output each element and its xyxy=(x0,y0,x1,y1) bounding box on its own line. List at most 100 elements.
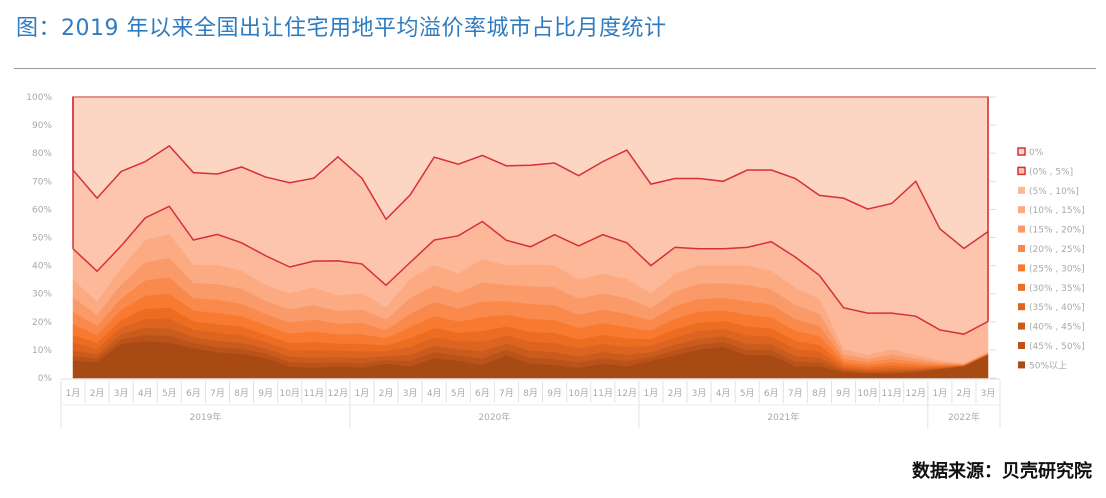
legend: 0% (0% , 5%] (5% , 10%] (10% , 15%] (15% , 2… xyxy=(1017,147,1085,371)
y-axis: 0% 10% 20% 30% 40% 50% 60% 70% 80% 90% 100% xyxy=(26,93,996,384)
legend-swatch xyxy=(1018,225,1025,233)
x-tick-label: 6月 xyxy=(764,388,779,399)
x-tick-label: 7月 xyxy=(788,388,803,399)
legend-item: (10% , 15%] xyxy=(1018,206,1085,216)
x-tick-label: 12月 xyxy=(906,388,926,399)
y-tick-label: 30% xyxy=(32,290,52,300)
x-tick-label: 9月 xyxy=(547,388,562,399)
legend-item: (30% , 35%] xyxy=(1018,283,1085,294)
y-tick-label: 80% xyxy=(32,149,52,159)
x-tick-label: 10月 xyxy=(568,388,588,399)
area-12 xyxy=(72,341,989,379)
x-axis: 1月 2月 3月 4月 5月 6月 7月 8月 9月 10月 11月 12月 1月 2月 3月 4月 5月 6月 7… xyxy=(60,378,1001,428)
year-label: 2019年 xyxy=(189,411,221,423)
legend-label: (40% , 45%] xyxy=(1029,323,1085,333)
legend-label: (20% , 25%] xyxy=(1029,245,1085,255)
chart-title: 图：2019 年以来全国出让住宅用地平均溢价率城市占比月度统计 xyxy=(16,16,667,41)
line-0-5 xyxy=(72,144,989,250)
legend-swatch xyxy=(1018,186,1025,194)
legend-swatch xyxy=(1018,206,1025,214)
x-tick-label: 10月 xyxy=(279,388,299,399)
legend-label: (35% , 40%] xyxy=(1029,303,1085,313)
x-tick-label: 1月 xyxy=(644,388,659,399)
x-tick-label: 9月 xyxy=(836,388,851,399)
legend-label: (10% , 15%] xyxy=(1029,206,1085,216)
x-tick-label: 5月 xyxy=(740,388,755,399)
legend-label: (0% , 5%] xyxy=(1029,167,1073,177)
x-tick-label: 8月 xyxy=(812,388,827,399)
x-tick-label: 8月 xyxy=(523,388,538,399)
x-tick-label: 7月 xyxy=(210,388,225,399)
x-tick-label: 5月 xyxy=(451,388,466,399)
x-tick-label: 10月 xyxy=(857,388,877,399)
legend-swatch xyxy=(1017,166,1026,176)
x-tick-label: 6月 xyxy=(186,388,201,399)
legend-item: (20% , 25%] xyxy=(1018,245,1085,255)
legend-swatch xyxy=(1018,322,1025,330)
legend-item: (45% , 50%] xyxy=(1018,342,1085,352)
legend-item: (0% , 5%] xyxy=(1017,166,1073,177)
x-tick-label: 2月 xyxy=(90,388,105,399)
legend-item: (40% , 45%] xyxy=(1018,322,1085,333)
legend-swatch xyxy=(1018,245,1025,252)
legend-swatch xyxy=(1017,147,1026,156)
legend-swatch xyxy=(1018,361,1025,369)
y-tick-label: 0% xyxy=(38,374,53,384)
y-tick-label: 90% xyxy=(32,121,52,131)
legend-label: (45% , 50%] xyxy=(1029,342,1085,352)
x-tick-label: 6月 xyxy=(475,388,490,399)
legend-label: (25% , 30%] xyxy=(1029,264,1085,274)
x-tick-label: 1月 xyxy=(932,388,947,399)
x-tick-label: 1月 xyxy=(66,388,81,399)
year-label: 2022年 xyxy=(948,411,980,423)
legend-label: 50%以上 xyxy=(1029,360,1067,371)
line-5-10 xyxy=(72,205,989,335)
year-label: 2021年 xyxy=(767,411,799,423)
x-tick-label: 4月 xyxy=(138,388,153,399)
y-tick-label: 100% xyxy=(26,93,52,103)
y-tick-label: 10% xyxy=(32,346,52,356)
x-tick-label: 5月 xyxy=(162,388,177,399)
legend-swatch xyxy=(1018,342,1025,349)
legend-swatch xyxy=(1018,303,1025,311)
x-tick-label: 8月 xyxy=(234,388,249,399)
x-tick-label: 11月 xyxy=(881,388,901,399)
x-tick-label: 7月 xyxy=(499,388,514,399)
x-tick-label: 9月 xyxy=(258,388,273,399)
year-label: 2020年 xyxy=(478,411,510,423)
legend-item: 50%以上 xyxy=(1018,360,1067,371)
y-tick-label: 40% xyxy=(32,262,52,272)
x-tick-label: 11月 xyxy=(304,388,324,399)
legend-item: 0% xyxy=(1017,147,1044,158)
legend-label: 0% xyxy=(1029,148,1044,158)
x-tick-label: 11月 xyxy=(593,388,613,399)
x-tick-label: 3月 xyxy=(403,388,418,399)
x-tick-label: 12月 xyxy=(617,388,637,399)
legend-item: (25% , 30%] xyxy=(1018,264,1085,274)
y-tick-label: 20% xyxy=(32,318,52,328)
x-tick-label: 3月 xyxy=(692,388,707,399)
legend-swatch xyxy=(1018,283,1025,291)
x-tick-label: 12月 xyxy=(328,388,348,399)
legend-label: (30% , 35%] xyxy=(1029,284,1085,294)
legend-label: (15% , 20%] xyxy=(1029,226,1085,236)
legend-item: (35% , 40%] xyxy=(1018,303,1085,313)
x-tick-label: 2月 xyxy=(379,388,394,399)
outline-lines xyxy=(72,96,989,335)
x-tick-label: 3月 xyxy=(981,388,996,399)
legend-swatch xyxy=(1018,264,1025,272)
y-tick-label: 60% xyxy=(32,205,52,215)
legend-label: (5% , 10%] xyxy=(1029,187,1079,197)
x-tick-label: 3月 xyxy=(114,388,129,399)
x-tick-label: 4月 xyxy=(716,388,731,399)
y-tick-label: 50% xyxy=(32,234,52,244)
y-tick-label: 70% xyxy=(32,177,52,187)
x-tick-label: 2月 xyxy=(957,388,972,399)
data-source: 数据来源：贝壳研究院 xyxy=(912,461,1092,482)
area-layers xyxy=(72,96,989,379)
stacked-area-chart: 0% 10% 20% 30% 40% 50% 60% 70% 80% 90% 100% 1月 2月 3月… xyxy=(26,93,1085,428)
x-tick-label: 4月 xyxy=(427,388,442,399)
title-divider xyxy=(14,68,1096,69)
legend-item: (5% , 10%] xyxy=(1018,186,1079,197)
x-tick-label: 1月 xyxy=(355,388,370,399)
